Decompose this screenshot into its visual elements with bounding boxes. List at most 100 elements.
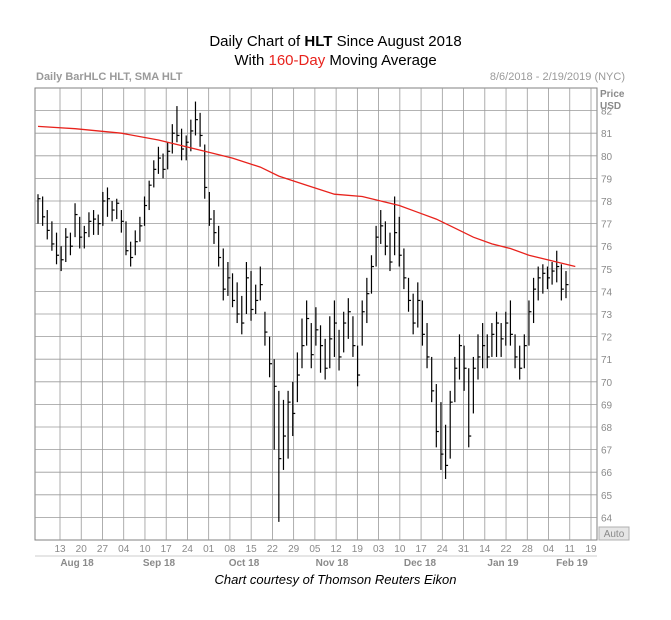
price-bar <box>65 228 69 263</box>
currency-unit-label: USD <box>600 101 621 112</box>
price-bar <box>296 352 300 403</box>
price-bar <box>532 277 537 324</box>
price-bar <box>500 323 504 357</box>
y-tick-label: 76 <box>601 242 613 253</box>
price-bar <box>352 316 356 357</box>
price-bar <box>218 225 222 267</box>
price-bar <box>546 266 550 290</box>
price-bar <box>523 334 527 369</box>
price-bar <box>268 336 273 378</box>
x-day-label: 15 <box>246 544 258 555</box>
x-day-label: 12 <box>331 544 343 555</box>
y-tick-label: 82 <box>601 107 613 118</box>
price-bar <box>417 282 421 328</box>
price-bar <box>116 198 120 220</box>
x-day-label: 14 <box>479 544 491 555</box>
price-bar <box>143 196 148 226</box>
price-bar <box>134 230 138 256</box>
price-bar <box>463 345 467 391</box>
price-bar <box>273 359 277 450</box>
price-bar <box>157 146 161 174</box>
x-axis-day-labels: 13 20 27 04 10 17 24 01 08 15 22 29 05 12 19 03 10 17 24 31… <box>54 544 597 555</box>
y-tick-label: 80 <box>601 152 613 163</box>
price-bar <box>389 232 393 272</box>
price-bar <box>509 300 513 346</box>
x-month-label: Sep 18 <box>143 558 176 569</box>
price-bar <box>55 232 60 265</box>
y-tick-label: 74 <box>601 287 613 298</box>
price-bar <box>315 307 319 346</box>
x-day-label: 10 <box>394 544 406 555</box>
x-month-label: Jan 19 <box>487 558 519 569</box>
price-bar <box>148 180 152 211</box>
price-bar <box>213 210 217 244</box>
price-bar <box>356 345 361 387</box>
price-bar <box>92 210 97 235</box>
price-bar <box>486 334 490 369</box>
price-bar <box>227 262 231 296</box>
x-month-label: Dec 18 <box>404 558 437 569</box>
x-day-label: 20 <box>76 544 88 555</box>
price-bar <box>421 300 425 346</box>
price-bar <box>454 356 458 403</box>
x-day-label: 29 <box>288 544 300 555</box>
price-bar <box>375 225 379 267</box>
price-bar <box>324 338 328 380</box>
y-tick-label: 65 <box>601 491 613 502</box>
price-bar <box>106 187 110 217</box>
y-axis-tick-labels: 64 65 66 67 68 69 70 71 72 73 74 75 76 77 78 79 80 81 82 <box>601 107 613 525</box>
price-bar <box>185 135 189 161</box>
price-bar <box>241 295 245 335</box>
price-bar <box>366 277 370 324</box>
price-bar <box>139 216 143 242</box>
y-tick-label: 71 <box>601 355 613 366</box>
x-month-label: Aug 18 <box>60 558 94 569</box>
price-bar <box>74 203 78 238</box>
price-bar <box>519 345 523 380</box>
price-bar <box>171 124 175 154</box>
price-bar <box>79 216 83 249</box>
price-bar <box>477 334 481 380</box>
auto-scale-button[interactable] <box>598 526 630 541</box>
price-bar <box>370 255 374 294</box>
price-bar <box>102 191 106 226</box>
y-tick-label: 78 <box>601 197 613 208</box>
x-day-label: 17 <box>416 544 428 555</box>
price-bar <box>449 390 453 459</box>
price-bar <box>537 266 541 301</box>
price-bar <box>278 390 282 522</box>
price-bar <box>556 250 560 283</box>
price-bar <box>46 210 50 240</box>
y-tick-label: 81 <box>601 129 613 140</box>
x-day-label: 08 <box>224 544 236 555</box>
chart-subtitle: With 160-Day Moving Average <box>0 52 671 69</box>
price-bar <box>97 214 101 235</box>
price-bar <box>167 142 171 170</box>
price-bar <box>176 106 180 143</box>
price-bar <box>162 153 166 179</box>
price-bar <box>204 144 208 199</box>
x-day-label: 19 <box>352 544 364 555</box>
x-day-label: 24 <box>437 544 449 555</box>
price-bar <box>306 300 310 346</box>
y-tick-label: 73 <box>601 310 613 321</box>
price-bar <box>380 210 384 244</box>
price-bar <box>236 282 240 324</box>
x-day-label: 27 <box>97 544 109 555</box>
price-bar <box>69 232 73 256</box>
price-bar <box>495 311 500 357</box>
price-bar <box>60 246 64 272</box>
price-bar <box>180 128 185 161</box>
y-tick-label: 64 <box>601 513 613 524</box>
price-bar <box>343 311 347 353</box>
price-bar <box>440 402 444 470</box>
price-bar <box>384 221 388 256</box>
price-bar <box>255 284 259 314</box>
chart-header-left: Daily BarHLC HLT, SMA HLT <box>36 71 183 83</box>
price-bar <box>347 298 351 339</box>
chart-title: Daily Chart of HLT Since August 2018 <box>0 33 671 50</box>
title-ticker: HLT <box>304 33 333 50</box>
title-suffix: Since August 2018 <box>332 33 462 50</box>
price-bar <box>153 160 157 188</box>
price-bar <box>398 216 402 267</box>
